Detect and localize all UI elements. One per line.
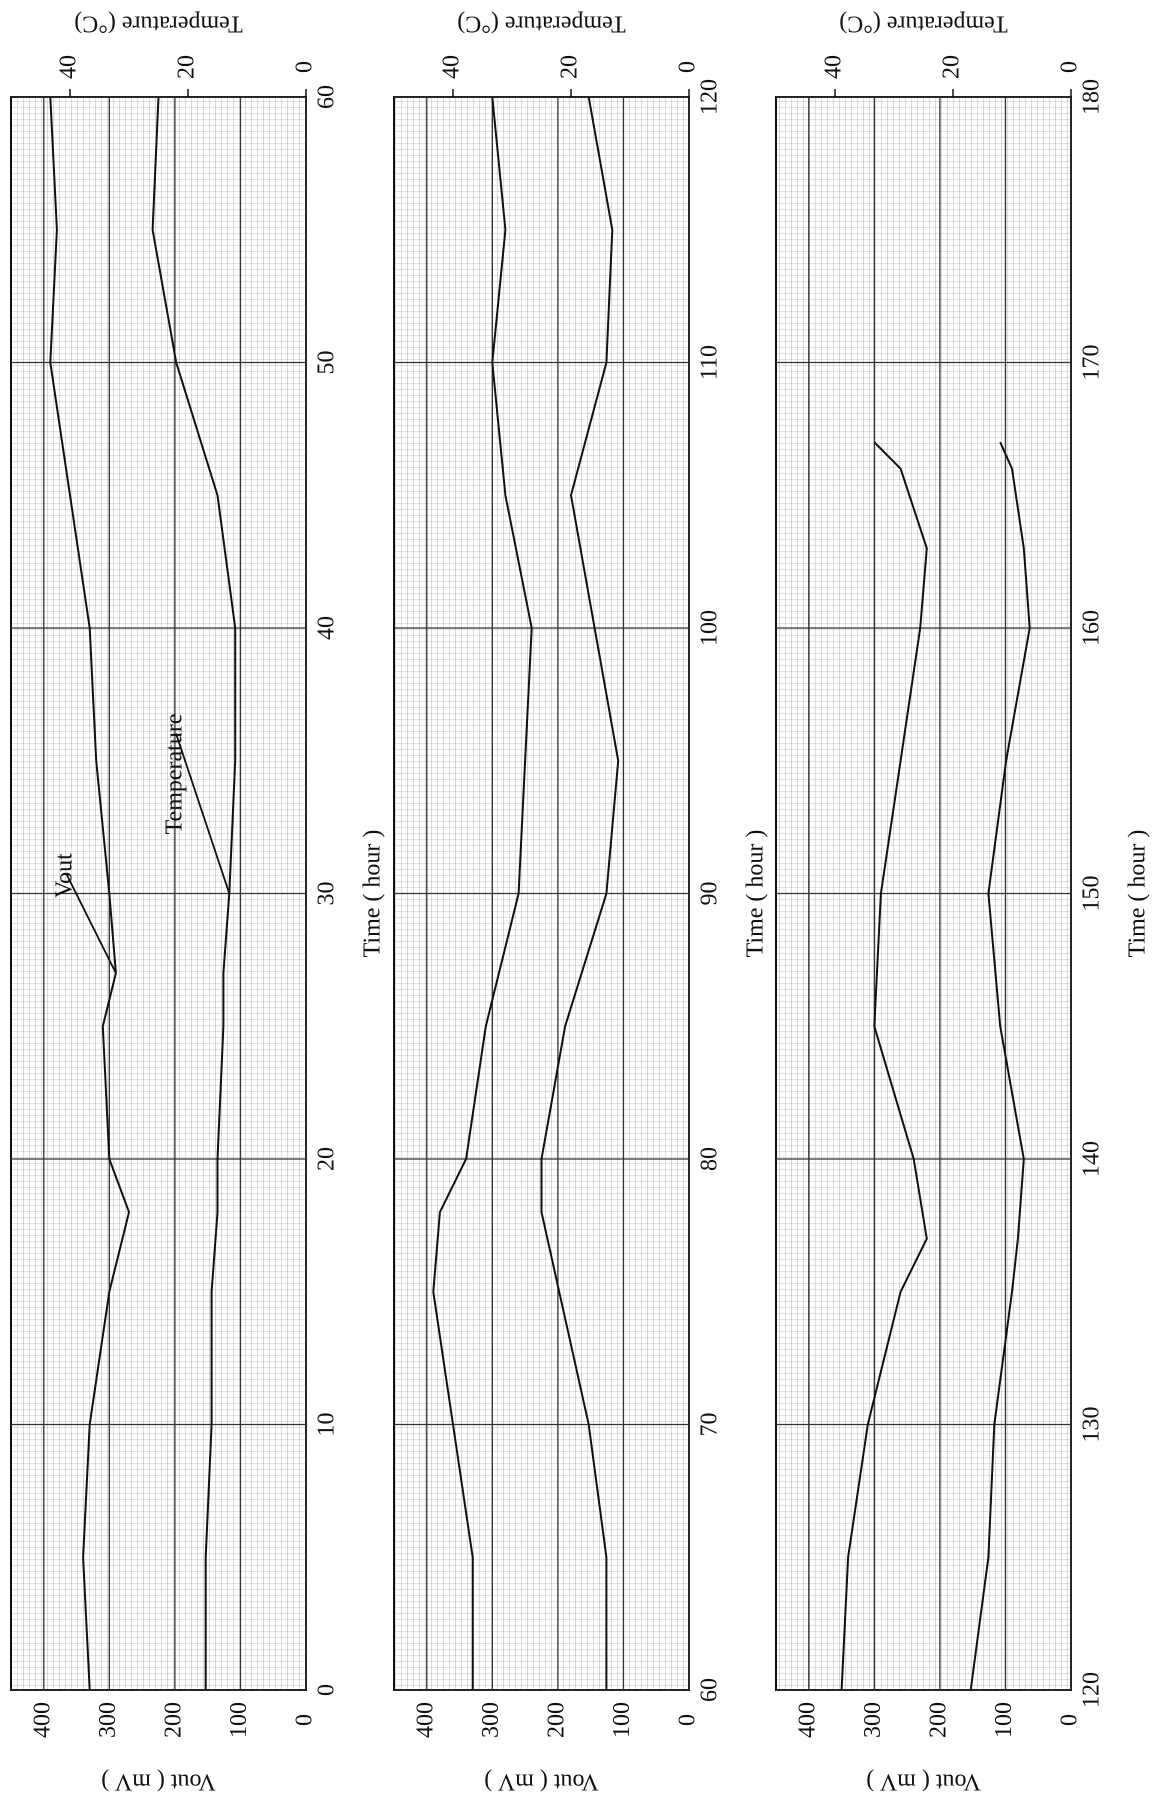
- x-tick-label: 100: [697, 610, 723, 646]
- x-tick-label: 160: [1079, 610, 1105, 646]
- series-label: Temperature: [162, 714, 188, 835]
- x-tick-label: 130: [1079, 1407, 1105, 1443]
- y-tick-label: 400: [794, 1702, 820, 1738]
- y-tick-label: 300: [478, 1702, 504, 1738]
- y-tick-label: 100: [226, 1702, 252, 1738]
- x-tick-label: 170: [1079, 345, 1105, 381]
- x-tick-label: 80: [697, 1147, 723, 1171]
- y-tick-label: 200: [925, 1702, 951, 1738]
- x-tick-label: 150: [1079, 876, 1105, 912]
- x-tick-label: 40: [314, 616, 340, 640]
- x-tick-label: 120: [1079, 1672, 1105, 1708]
- y-tick-label: 300: [95, 1702, 121, 1738]
- y2-axis-title: Temperature (°C): [457, 10, 626, 36]
- x-axis-title: Time ( hour ): [1125, 830, 1151, 958]
- x-axis-title: Time ( hour ): [360, 830, 386, 958]
- y-axis-title: Vout ( mV ): [101, 1768, 215, 1794]
- y-tick-label: 300: [860, 1702, 886, 1738]
- x-tick-label: 90: [697, 882, 723, 906]
- page: 0102030405060010020030040002040Time ( ho…: [0, 0, 1169, 1810]
- y-tick-label: 200: [160, 1702, 186, 1738]
- series-label: Vout: [52, 853, 78, 898]
- y-axis-title: Vout ( mV ): [484, 1768, 598, 1794]
- y-tick-label: 400: [29, 1702, 55, 1738]
- y-tick-label: 0: [675, 1714, 701, 1726]
- x-tick-label: 60: [314, 85, 340, 109]
- x-tick-label: 120: [697, 79, 723, 115]
- y2-tick-label: 0: [675, 61, 701, 73]
- y-axis-title: Vout ( mV ): [866, 1768, 980, 1794]
- x-tick-label: 180: [1079, 79, 1105, 115]
- y2-tick-label: 20: [174, 55, 200, 79]
- panel: 60 70 80 90 100 110 120 0 100 200 300 400 0 20 40 Time …: [394, 10, 769, 1794]
- x-tick-label: 30: [314, 882, 340, 906]
- y2-tick-label: 20: [939, 55, 965, 79]
- y-tick-label: 100: [609, 1702, 635, 1738]
- y-tick-label: 0: [1057, 1714, 1083, 1726]
- x-tick-label: 60: [697, 1678, 723, 1702]
- panel: 0 10 20 30 40 50 60 0 100 200 300 400 0 20 40 Time ( ho…: [11, 10, 386, 1794]
- y2-tick-label: 40: [439, 55, 465, 79]
- y2-axis-title: Temperature (°C): [74, 10, 243, 36]
- x-tick-label: 140: [1079, 1141, 1105, 1177]
- x-tick-label: 110: [697, 345, 723, 380]
- x-tick-label: 50: [314, 351, 340, 375]
- panel: 120 130 140 150 160 170 180 0 100 200 300 400 0 20 40 T…: [776, 10, 1151, 1794]
- x-axis-title: Time ( hour ): [743, 830, 769, 958]
- y2-axis-title: Temperature (°C): [839, 10, 1008, 36]
- y2-tick-label: 40: [56, 55, 82, 79]
- y-tick-label: 200: [543, 1702, 569, 1738]
- x-tick-label: 70: [697, 1413, 723, 1437]
- x-tick-label: 10: [314, 1413, 340, 1437]
- y2-tick-label: 0: [292, 61, 318, 73]
- y-tick-label: 100: [991, 1702, 1017, 1738]
- y2-tick-label: 40: [821, 55, 847, 79]
- x-tick-label: 20: [314, 1147, 340, 1171]
- y-tick-label: 0: [292, 1714, 318, 1726]
- y-tick-label: 400: [412, 1702, 438, 1738]
- x-tick-label: 0: [314, 1684, 340, 1696]
- y2-tick-label: 20: [557, 55, 583, 79]
- y2-tick-label: 0: [1057, 61, 1083, 73]
